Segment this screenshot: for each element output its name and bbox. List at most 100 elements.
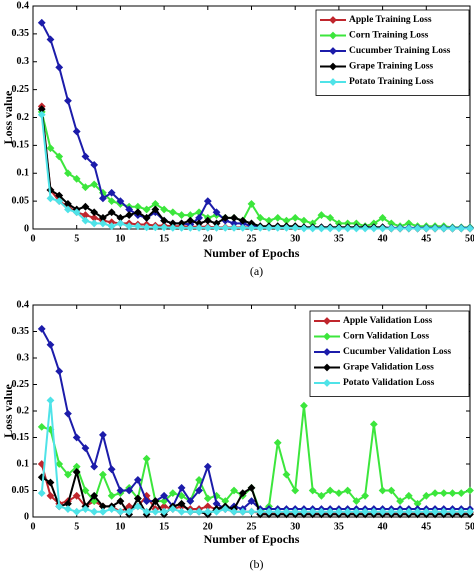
data-point [317, 507, 326, 516]
data-point [90, 208, 99, 217]
data-point [37, 324, 46, 333]
data-point [221, 505, 230, 513]
y-tick-label: 0.35 [12, 28, 30, 39]
data-point [195, 223, 203, 232]
x-axis-label: Number of Epochs [204, 246, 300, 260]
data-point [203, 462, 212, 471]
data-point [72, 507, 81, 516]
data-point [431, 489, 439, 498]
data-point [212, 223, 221, 232]
data-point [99, 194, 107, 203]
data-point [55, 197, 64, 206]
data-point [72, 433, 81, 442]
legend-label: Apple Training Loss [349, 15, 432, 25]
data-point [265, 507, 273, 516]
data-point [55, 367, 64, 376]
data-point [230, 223, 238, 232]
data-point [177, 211, 186, 219]
data-point [291, 223, 300, 232]
data-point [133, 222, 142, 231]
data-point [221, 223, 230, 232]
y-tick-label: 0.3 [17, 56, 30, 67]
data-point [273, 213, 282, 222]
data-point [308, 224, 317, 233]
data-point [387, 507, 396, 516]
x-tick-label: 50 [465, 521, 474, 532]
legend-marker [329, 16, 337, 24]
data-point [64, 205, 72, 214]
data-point [168, 505, 177, 513]
x-tick-label: 50 [465, 233, 474, 244]
data-point [282, 223, 291, 232]
data-point [203, 507, 212, 516]
data-point [404, 507, 413, 516]
x-tick-label: 40 [378, 233, 388, 244]
data-point [378, 224, 387, 233]
data-point [55, 152, 64, 161]
data-point [247, 507, 256, 516]
data-point [90, 497, 99, 506]
data-point [99, 470, 107, 479]
data-point [125, 507, 134, 516]
data-point [55, 502, 64, 511]
x-tick-label: 20 [203, 521, 213, 532]
data-point [133, 208, 142, 217]
data-point [448, 507, 457, 516]
data-point [256, 223, 265, 232]
y-tick-label: 0.1 [17, 168, 30, 179]
y-tick-label: 0.15 [12, 432, 30, 443]
data-point [422, 507, 431, 516]
data-point [431, 507, 439, 516]
legend-box [315, 9, 470, 96]
data-point [99, 219, 107, 228]
data-point [387, 224, 396, 233]
data-point [90, 491, 99, 500]
data-point [64, 96, 72, 105]
data-point [457, 507, 466, 516]
data-point [107, 465, 116, 474]
data-point [125, 211, 134, 219]
y-tick-label: 0.4 [17, 0, 30, 11]
legend-marker [329, 62, 337, 71]
y-tick-label: 0.3 [17, 352, 30, 363]
data-point [212, 208, 221, 217]
x-tick-label: 35 [334, 521, 344, 532]
legend-label: Corn Validation Loss [343, 332, 429, 342]
data-point [116, 486, 125, 495]
data-point [46, 340, 55, 349]
data-point [334, 489, 343, 498]
data-point [431, 224, 439, 233]
data-point [107, 491, 116, 500]
data-point [81, 183, 90, 192]
legend-marker [323, 348, 331, 356]
data-point [177, 223, 186, 232]
data-point [413, 224, 422, 233]
data-point [81, 216, 90, 225]
y-tick-label: 0.15 [12, 140, 30, 151]
x-tick-label: 45 [421, 233, 431, 244]
data-point [46, 491, 55, 500]
x-tick-label: 5 [74, 233, 79, 244]
data-point [160, 491, 169, 500]
data-point [64, 505, 72, 513]
data-point [203, 216, 212, 225]
caption: (b) [250, 557, 264, 571]
data-point [177, 499, 186, 508]
data-point [72, 127, 81, 136]
legend-marker [329, 31, 337, 40]
data-point [247, 200, 256, 208]
x-tick-label: 15 [159, 521, 169, 532]
data-point [64, 470, 72, 479]
data-point [81, 152, 90, 161]
data-point [125, 222, 134, 231]
x-tick-label: 45 [421, 521, 431, 532]
data-point [300, 507, 308, 516]
data-point [238, 507, 247, 516]
data-point [273, 507, 282, 516]
data-point [265, 223, 273, 232]
data-point [151, 507, 160, 516]
data-point [326, 507, 335, 516]
y-tick-label: 0.25 [12, 84, 30, 95]
data-point [116, 507, 125, 516]
